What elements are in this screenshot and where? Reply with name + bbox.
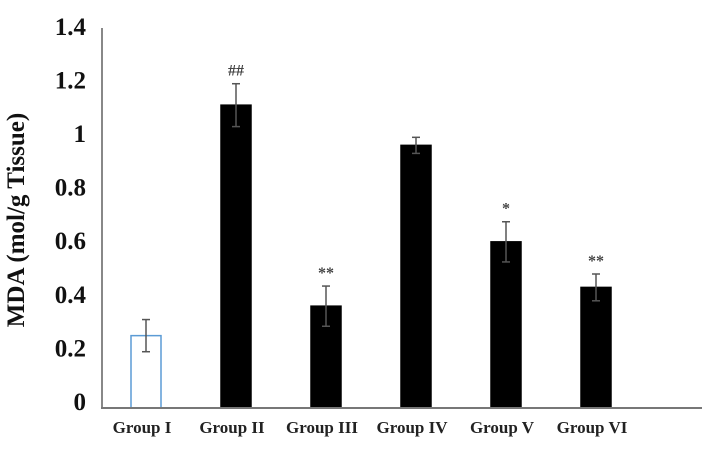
significance-label: ** <box>318 265 334 282</box>
y-tick-label: 1 <box>74 121 87 148</box>
y-tick-label: 0.6 <box>55 228 86 255</box>
y-tick-label: 0 <box>74 389 87 416</box>
y-tick-label: 0.4 <box>55 282 87 309</box>
bars: ##***** <box>130 63 612 409</box>
y-axis-label: MDA (mol/g Tissue) <box>3 113 30 327</box>
error-bar <box>322 285 330 328</box>
error-bar <box>142 318 150 353</box>
error-bar <box>412 136 420 155</box>
y-tick-label: 1.2 <box>55 67 86 94</box>
bar-group <box>400 136 432 409</box>
bar <box>490 241 522 409</box>
x-tick-label: Group I <box>113 418 172 437</box>
x-tick-label: Group II <box>199 418 265 437</box>
y-tick-label: 0.8 <box>55 175 86 202</box>
bar-group: * <box>490 201 522 409</box>
error-bar <box>502 220 510 263</box>
error-bar <box>592 273 600 302</box>
y-ticks: 0 0.2 0.4 0.6 0.8 1 1.2 1.4 <box>55 14 87 416</box>
bar-group: ## <box>220 63 252 409</box>
x-tick-label: Group VI <box>557 418 628 437</box>
x-tick-label: Group III <box>286 418 358 437</box>
bar <box>220 104 252 409</box>
significance-label: ## <box>228 63 244 80</box>
x-tick-labels: Group I Group II Group III Group IV Group V G… <box>113 418 628 437</box>
significance-label: * <box>502 201 510 218</box>
bar-group: ** <box>310 265 342 409</box>
y-tick-label: 1.4 <box>55 14 87 41</box>
x-tick-label: Group IV <box>376 418 448 437</box>
x-tick-label: Group V <box>470 418 535 437</box>
bar <box>400 144 432 409</box>
bar-group: ** <box>580 253 612 409</box>
y-tick-label: 0.2 <box>55 335 86 362</box>
error-bar <box>232 82 240 128</box>
bar <box>580 286 612 409</box>
bar-group <box>130 318 162 409</box>
significance-label: ** <box>588 253 604 270</box>
